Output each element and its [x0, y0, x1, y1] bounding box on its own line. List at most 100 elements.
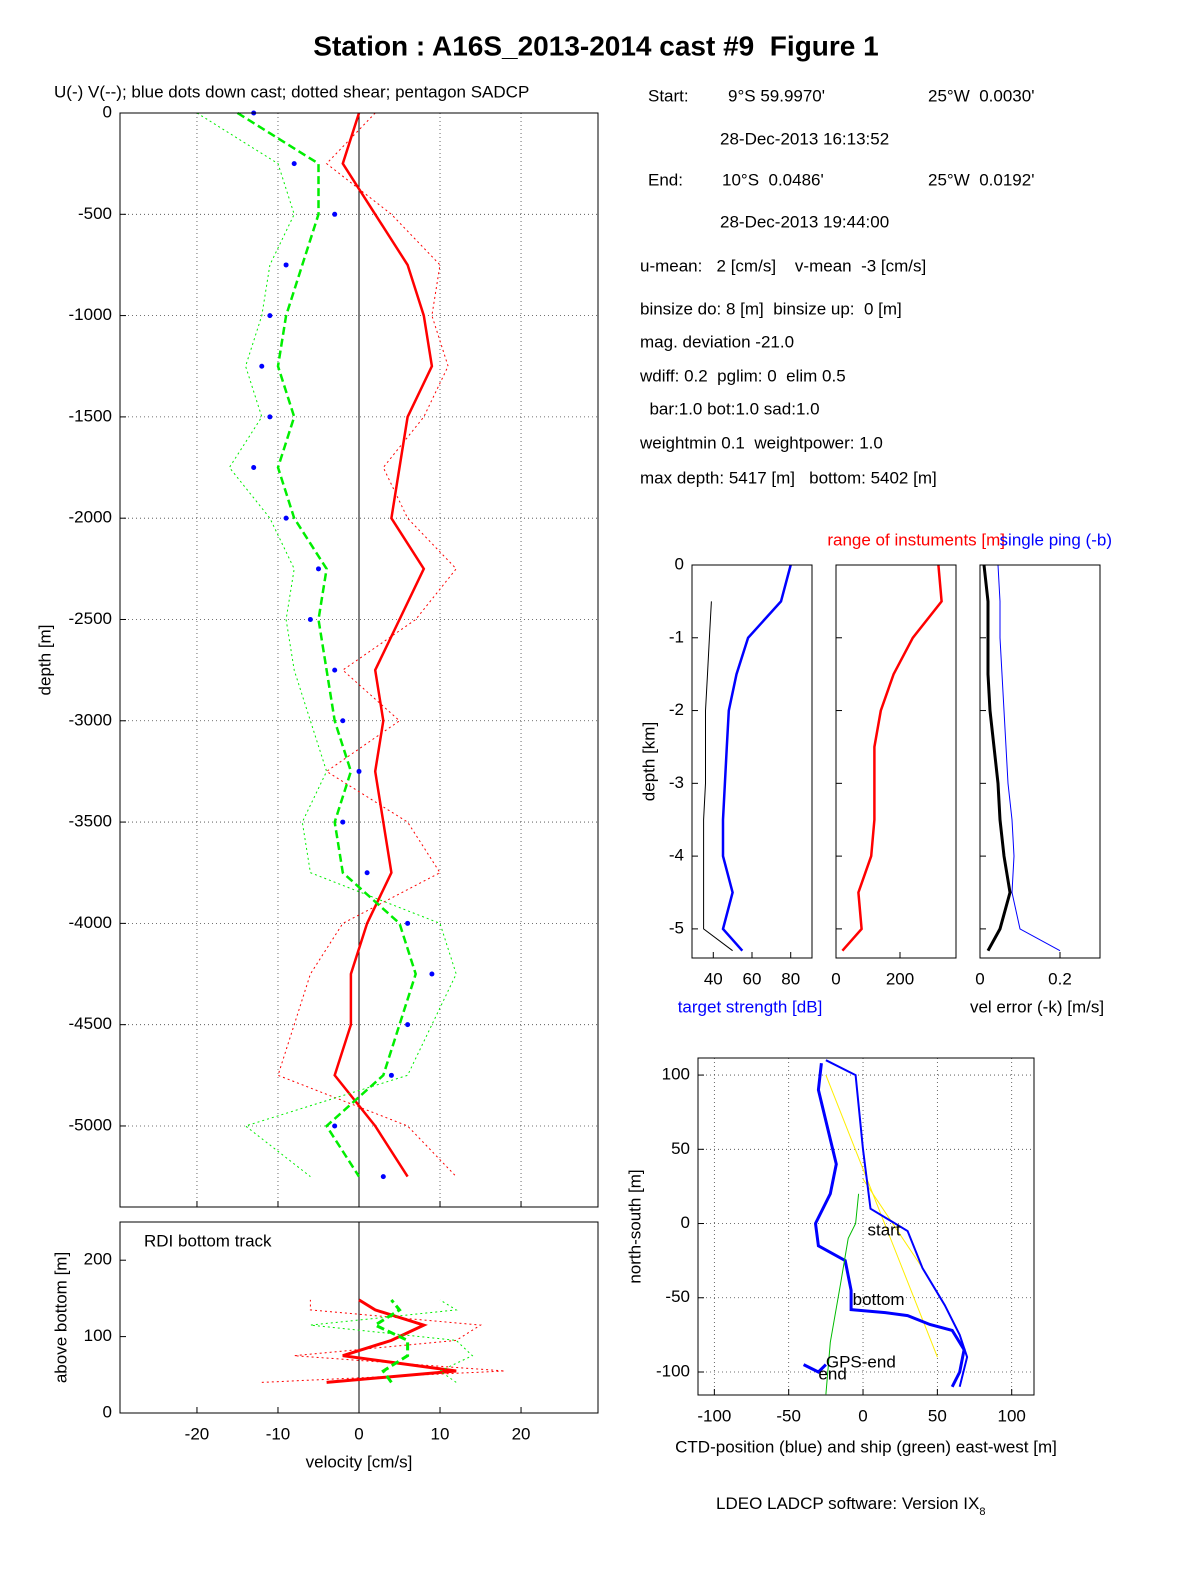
series-line — [326, 1298, 457, 1384]
plot-frame — [691, 564, 813, 959]
info-text: 9°S 59.9970' — [728, 86, 825, 105]
down-cast-dot — [405, 1022, 411, 1028]
down-cast-dot — [380, 1174, 386, 1180]
y-tick-label: -50 — [665, 1287, 690, 1306]
y-tick-label: -2500 — [69, 609, 112, 628]
series-line — [813, 1063, 966, 1388]
y-tick-label: 0 — [103, 102, 112, 121]
series-line — [825, 1193, 860, 1395]
info-text: Start: — [648, 86, 689, 105]
down-cast-dot — [332, 1123, 338, 1129]
y-tick-label: 100 — [662, 1065, 690, 1084]
y-tick-label: -3500 — [69, 812, 112, 831]
y-tick-label: -4500 — [69, 1014, 112, 1033]
plot-frame — [979, 564, 1101, 959]
series-line — [277, 112, 457, 1177]
x-tick-label: 60 — [743, 969, 762, 988]
x-tick-label: 40 — [704, 969, 723, 988]
down-cast-dot — [251, 465, 257, 471]
x-tick-label: 0 — [975, 969, 984, 988]
down-cast-dot — [364, 870, 370, 876]
series-line — [862, 1178, 923, 1269]
y-tick-label: -3 — [669, 773, 684, 792]
x-tick-label: -20 — [185, 1424, 210, 1443]
series-line — [703, 601, 733, 952]
annotation: start — [867, 1220, 900, 1239]
y-tick-label: 50 — [671, 1139, 690, 1158]
series-line — [261, 1299, 505, 1383]
y-tick-label: -5000 — [69, 1115, 112, 1134]
annotation: GPS-end — [826, 1353, 896, 1372]
y-axis-label: above bottom [m] — [51, 1252, 70, 1383]
footer-subscript: 8 — [979, 1506, 985, 1518]
x-tick-label: 0.2 — [1048, 969, 1072, 988]
series-line — [841, 564, 943, 952]
down-cast-dot — [307, 616, 313, 622]
info-text: 25°W 0.0030' — [928, 86, 1034, 105]
y-tick-label: 200 — [84, 1250, 112, 1269]
series-line — [825, 1059, 969, 1388]
info-text: wdiff: 0.2 pglim: 0 elim 0.5 — [639, 366, 846, 385]
info-text: 28-Dec-2013 16:13:52 — [720, 129, 889, 148]
info-text: weightmin 0.1 weightpower: 1.0 — [639, 433, 883, 452]
y-tick-label: 100 — [84, 1326, 112, 1345]
x-axis-label: CTD-position (blue) and ship (green) eas… — [675, 1437, 1057, 1456]
y-tick-label: -4 — [669, 846, 684, 865]
info-text: bar:1.0 bot:1.0 sad:1.0 — [640, 399, 820, 418]
down-cast-dot — [340, 819, 346, 825]
x-tick-label: 10 — [431, 1424, 450, 1443]
plot-annotation: RDI bottom track — [144, 1231, 272, 1250]
y-tick-label: -5 — [669, 918, 684, 937]
plot-title: U(-) V(--); blue dots down cast; dotted … — [54, 82, 529, 101]
series-line — [982, 564, 1012, 952]
y-axis-label: depth [km] — [639, 722, 658, 801]
x-tick-label: -50 — [776, 1406, 801, 1425]
y-tick-label: -3000 — [69, 710, 112, 729]
info-text: binsize do: 8 [m] binsize up: 0 [m] — [640, 299, 902, 318]
series-line — [997, 564, 1061, 952]
info-text: End: — [648, 170, 683, 189]
down-cast-dot — [267, 313, 273, 319]
y-tick-label: -500 — [78, 204, 112, 223]
x-tick-label: 80 — [781, 969, 800, 988]
y-tick-label: 0 — [681, 1213, 690, 1232]
info-text: max depth: 5417 [m] bottom: 5402 [m] — [640, 468, 937, 487]
x-tick-label: -10 — [266, 1424, 291, 1443]
down-cast-dot — [291, 161, 297, 167]
y-tick-label: -4000 — [69, 913, 112, 932]
series-line — [333, 112, 434, 1178]
y-tick-label: -2 — [669, 700, 684, 719]
info-text: 28-Dec-2013 19:44:00 — [720, 212, 889, 231]
plot-frame — [835, 564, 957, 959]
x-tick-label: 200 — [886, 969, 914, 988]
series-line — [196, 112, 457, 1177]
down-cast-dot — [332, 667, 338, 673]
x-tick-label: 0 — [858, 1406, 867, 1425]
series-line — [721, 564, 792, 952]
info-text: 25°W 0.0192' — [928, 170, 1034, 189]
plot-frame — [119, 112, 599, 1208]
y-tick-label: 0 — [103, 1402, 112, 1421]
x-tick-label: 20 — [512, 1424, 531, 1443]
down-cast-dot — [388, 1072, 394, 1078]
series-line — [236, 111, 418, 1178]
x-axis-label: velocity [cm/s] — [306, 1452, 413, 1471]
down-cast-dot — [405, 920, 411, 926]
footer: LDEO LADCP software: Version IX8 — [716, 1494, 985, 1517]
x-tick-label: 0 — [831, 969, 840, 988]
down-cast-dot — [340, 718, 346, 724]
y-tick-label: -100 — [656, 1361, 690, 1380]
series-line — [310, 1299, 474, 1383]
plot-title: single ping (-b) — [1000, 530, 1112, 549]
info-text: u-mean: 2 [cm/s] v-mean -3 [cm/s] — [640, 256, 926, 275]
down-cast-dot — [267, 414, 273, 420]
y-tick-label: -1500 — [69, 406, 112, 425]
y-tick-label: 0 — [675, 554, 684, 573]
x-tick-label: 0 — [354, 1424, 363, 1443]
y-axis-label: north-south [m] — [625, 1169, 644, 1283]
info-text: mag. deviation -21.0 — [640, 332, 794, 351]
y-tick-label: -1 — [669, 627, 684, 646]
annotation: end — [818, 1364, 846, 1383]
